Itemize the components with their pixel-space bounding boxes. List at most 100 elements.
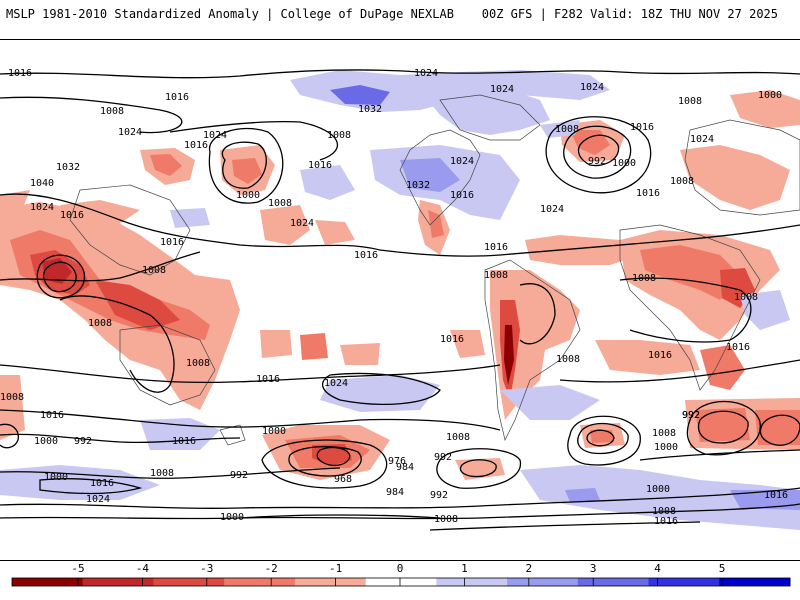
isobar-label: 1032 xyxy=(56,162,80,173)
isobar-label: 1008 xyxy=(446,432,470,443)
colorbar: -5 -4 -3 -2 -1 0 1 2 3 4 5 xyxy=(0,562,800,600)
isobar-label: 1024 xyxy=(30,202,54,213)
isobars xyxy=(0,69,800,531)
colorbar-segment xyxy=(153,578,225,586)
isobar-label: 1016 xyxy=(648,350,672,361)
isobar-label: 1016 xyxy=(354,250,378,261)
anomaly-map: 1016 1024 1024 1024 1016 1000 1008 1008 … xyxy=(0,39,800,561)
isobar-label: 1016 xyxy=(308,160,332,171)
isobar-label: 1016 xyxy=(440,334,464,345)
isobar-label: 1016 xyxy=(654,516,678,527)
isobar-label: 1000 xyxy=(612,158,636,169)
colorbar-segment xyxy=(82,578,154,586)
isobar-label: 992 xyxy=(434,452,452,463)
isobar-label: 992 xyxy=(430,490,448,501)
isobar-labels: 1016 1024 1024 1024 1016 1000 1008 1008 … xyxy=(0,68,788,527)
colorbar-segment xyxy=(436,578,508,586)
isobar-label: 1008 xyxy=(484,270,508,281)
isobar-label: 1016 xyxy=(90,478,114,489)
isobar-label: 1008 xyxy=(88,318,112,329)
isobar-label: 1000 xyxy=(758,90,782,101)
header: MSLP 1981-2010 Standardized Anomaly | Co… xyxy=(0,0,800,30)
coastlines xyxy=(69,94,800,446)
isobar-label: 1024 xyxy=(490,84,514,95)
isobar-label: 1024 xyxy=(580,82,604,93)
isobar-label: 1032 xyxy=(406,180,430,191)
colorbar-tick-label: -1 xyxy=(328,562,343,575)
negative-anomaly-shading xyxy=(0,90,800,480)
isobar-label: 1016 xyxy=(726,342,750,353)
isobar-label: 1024 xyxy=(540,204,564,215)
isobar-label: 992 xyxy=(682,410,700,421)
isobar-label: 1024 xyxy=(414,68,438,79)
isobar-label: 1016 xyxy=(160,237,184,248)
isobar-label: 1016 xyxy=(165,92,189,103)
isobar-label: 1016 xyxy=(256,374,280,385)
isobar-label: 984 xyxy=(386,487,404,498)
isobar-label: 1008 xyxy=(186,358,210,369)
isobar-label: 1008 xyxy=(150,468,174,479)
colorbar-segment xyxy=(507,578,579,586)
isobar-label: 1008 xyxy=(652,428,676,439)
isobar-label: 1016 xyxy=(450,190,474,201)
isobar-label: 1008 xyxy=(434,514,458,525)
colorbar-tick-label: -3 xyxy=(200,562,214,575)
isobar-label: 1024 xyxy=(86,494,110,505)
isobar-label: 992 xyxy=(682,410,700,421)
isobar-label: 1016 xyxy=(484,242,508,253)
isobar-label: 1008 xyxy=(100,106,124,117)
isobar-label: 1000 xyxy=(34,436,58,447)
colorbar-tick-label: 2 xyxy=(525,562,533,575)
isobar-label: 1000 xyxy=(236,190,260,201)
isobar-label: 1016 xyxy=(172,436,196,447)
isobar-label: 976 xyxy=(388,456,406,467)
isobar-label: 1040 xyxy=(30,178,54,189)
isobar-label: 1032 xyxy=(358,104,382,115)
isobar-label: 1016 xyxy=(764,490,788,501)
colorbar-tick-label: 5 xyxy=(718,562,726,575)
colorbar-svg xyxy=(11,577,791,587)
isobar-label: 1016 xyxy=(40,410,64,421)
isobar-label: 1008 xyxy=(678,96,702,107)
isobar-label: 1024 xyxy=(290,218,314,229)
colorbar-segment xyxy=(577,578,650,586)
colorbar-tick-label: -4 xyxy=(135,562,150,575)
isobar-label: 1016 xyxy=(630,122,654,133)
isobar-label: 1008 xyxy=(268,198,292,209)
colorbar-tick-label: 4 xyxy=(654,562,661,575)
colorbar-segment xyxy=(719,578,791,586)
isobar-label: 1000 xyxy=(44,472,68,483)
isobar-label: 984 xyxy=(396,462,414,473)
isobar-label: 1008 xyxy=(142,265,166,276)
isobar-label: 1024 xyxy=(450,156,474,167)
colorbar-segment xyxy=(365,578,437,586)
isobar-label: 1016 xyxy=(8,68,32,79)
map-title: MSLP 1981-2010 Standardized Anomaly | Co… xyxy=(6,7,454,21)
isobar-label: 992 xyxy=(230,470,248,481)
isobar-label: 1000 xyxy=(646,484,670,495)
isobar-label: 1008 xyxy=(556,354,580,365)
isobar-label: 1008 xyxy=(652,506,676,517)
isobar-label: 1008 xyxy=(555,124,579,135)
isobar-label: 1000 xyxy=(654,442,678,453)
isobar-label: 1016 xyxy=(636,188,660,199)
colorbar-tick-label: 0 xyxy=(396,562,404,575)
colorbar-segment xyxy=(12,578,84,586)
isobar-label: 1000 xyxy=(262,426,286,437)
colorbar-tick-label: -5 xyxy=(71,562,85,575)
isobar-label: 1024 xyxy=(203,130,227,141)
colorbar-segment xyxy=(648,578,720,586)
positive-anomaly-shading xyxy=(0,70,800,530)
isobar-label: 1024 xyxy=(324,378,348,389)
map-svg: 1016 1024 1024 1024 1016 1000 1008 1008 … xyxy=(0,68,800,531)
isobar-label: 1000 xyxy=(220,512,244,523)
isobar-label: 1008 xyxy=(632,273,656,284)
isobar-label: 1016 xyxy=(184,140,208,151)
isobar-label: 1024 xyxy=(118,127,142,138)
run-info: 00Z GFS | F282 Valid: 18Z THU NOV 27 202… xyxy=(481,7,778,21)
isobar-label: 1008 xyxy=(327,130,351,141)
isobar-label: 968 xyxy=(334,474,352,485)
colorbar-frame xyxy=(11,577,791,587)
colorbar-tick-label: 3 xyxy=(589,562,597,575)
colorbar-segment xyxy=(224,578,296,586)
